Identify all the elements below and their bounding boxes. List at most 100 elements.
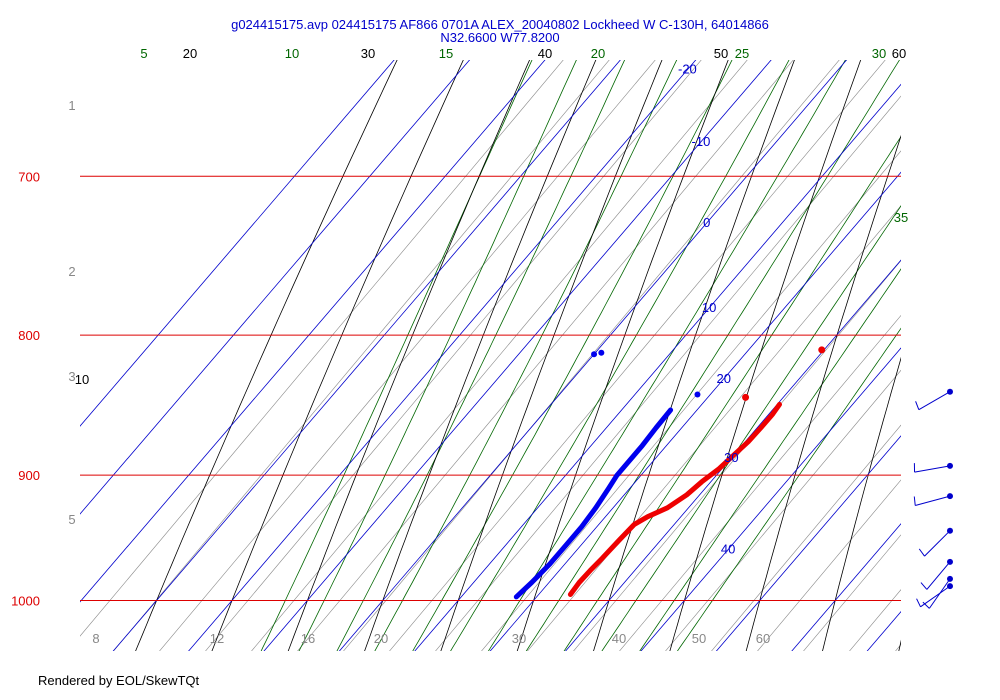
dry-adiabat-line	[974, 0, 1000, 658]
isobar-label: 700	[18, 169, 40, 184]
wind-barb-staff	[918, 391, 951, 411]
dry-adiabats	[135, 0, 1000, 658]
moist-adiabat-label: 30	[872, 46, 886, 61]
isotherm-line	[489, 171, 901, 651]
temperature-trace	[567, 401, 782, 597]
mixing-ratio-line	[934, 40, 1000, 660]
moist-adiabat-label: 10	[285, 46, 299, 61]
mixing-ratio-label: 30	[512, 631, 526, 646]
wind-barb-staff	[914, 465, 951, 473]
isotherm-line	[640, 347, 901, 651]
mixing-ratio-line	[711, 424, 901, 651]
moist-adiabat-line	[639, 268, 901, 651]
moist-adiabat-label: 5	[140, 46, 147, 61]
mixing-ratio-line	[251, 60, 748, 651]
mixing-ratio-line	[159, 60, 656, 651]
wind-barbs	[913, 388, 953, 609]
isobar-label: 800	[18, 328, 40, 343]
dry-adiabat-label: 30	[361, 46, 375, 61]
moist-adiabat-line	[488, 60, 846, 651]
isotherm-line	[866, 611, 901, 651]
wind-barb-staff	[924, 530, 951, 557]
mixing-ratio-line	[573, 260, 901, 651]
isobar-label: 1000	[11, 594, 40, 609]
dry-adiabat-label: 50	[714, 46, 728, 61]
dry-adiabat-label: 40	[538, 46, 552, 61]
left-scale-label: 3	[68, 369, 75, 384]
mixing-ratio-line	[389, 60, 886, 651]
left-scale-label: 1	[68, 98, 75, 113]
isotherm-line	[80, 60, 546, 603]
wind-barb-flag	[913, 496, 916, 506]
chart-title-line-2: N32.6600 W77.8200	[440, 30, 560, 45]
isotherm-line	[112, 60, 621, 651]
isotherm-line	[565, 259, 901, 651]
mixing-ratio-line	[113, 60, 610, 651]
wind-barb-flag	[922, 601, 930, 609]
mixing-ratio-label: 16	[301, 631, 315, 646]
mixing-ratio-line	[757, 479, 901, 651]
isotherm-line	[80, 60, 395, 427]
mixing-ratio-line	[343, 60, 840, 651]
dewpoint-point	[598, 349, 605, 356]
mixing-ratio-lines	[80, 40, 1000, 660]
mixing-ratio-line	[619, 314, 901, 651]
dry-adiabat-label: 20	[183, 46, 197, 61]
mixing-ratio-label: 50	[692, 631, 706, 646]
isotherm-line	[414, 83, 901, 651]
mixing-ratio-line	[435, 95, 901, 651]
moist-adiabat-line	[601, 205, 901, 651]
wind-barb-flag	[915, 401, 920, 410]
moist-adiabat-line	[260, 60, 533, 651]
isotherm-line	[791, 523, 901, 651]
left-scale-label: 2	[68, 264, 75, 279]
isotherm-label: -20	[678, 62, 697, 77]
dry-adiabat-line	[287, 60, 530, 651]
isobar-label: 600	[18, 0, 40, 1]
moist-adiabat-label: 25	[735, 46, 749, 61]
isotherm-line	[80, 60, 471, 515]
moist-adiabat-label: 15	[439, 46, 453, 61]
moist-adiabats	[260, 60, 901, 651]
moist-adiabat-line	[336, 60, 626, 651]
isotherm-label: 40	[721, 541, 735, 556]
moist-adiabat-line	[676, 327, 901, 651]
dewpoint-trace	[513, 407, 674, 600]
moist-adiabat-line	[450, 60, 790, 651]
mixing-ratio-line	[895, 644, 901, 651]
dry-adiabat-label: 60	[892, 46, 906, 61]
isotherm-label: 30	[724, 450, 738, 465]
wind-barb-staff	[926, 561, 951, 590]
isotherm-line	[263, 60, 772, 651]
mixing-ratio-line	[297, 60, 794, 651]
moist-adiabat-label: 35	[894, 210, 908, 225]
moist-adiabat-line	[374, 60, 678, 651]
isotherms	[80, 60, 901, 651]
mixing-ratio-label: 20	[374, 631, 388, 646]
isotherm-label: 20	[716, 371, 730, 386]
mixing-ratio-line	[849, 589, 901, 651]
dry-adiabat-line	[669, 60, 862, 651]
sounding-traces	[513, 346, 826, 600]
wind-barb-staff	[915, 495, 951, 506]
wind-barb-staff	[920, 585, 951, 608]
moist-adiabat-line	[298, 60, 577, 651]
isobar-label: 900	[18, 468, 40, 483]
isotherm-line	[715, 435, 901, 651]
renderer-credit: Rendered by EOL/SkewTQt	[38, 673, 200, 688]
mixing-ratio-line	[980, 40, 1000, 660]
wind-barb-flag	[918, 548, 925, 557]
isobars	[80, 175, 901, 601]
chart-title: g024415175.avp 024415175 AF866 0701A ALE…	[80, 18, 920, 44]
dry-adiabat-line	[211, 60, 464, 651]
mixing-ratio-label: 60	[756, 631, 770, 646]
mixing-ratio-line	[665, 369, 901, 651]
dry-adiabat-line	[822, 356, 901, 651]
dry-adiabat-label: 10	[75, 372, 89, 387]
dry-adiabat-line	[516, 60, 729, 651]
chart-title-line-1: g024415175.avp 024415175 AF866 0701A ALE…	[231, 17, 769, 32]
dry-adiabat-line	[135, 60, 398, 651]
dry-adiabat-line	[364, 60, 597, 651]
moist-adiabat-label: 20	[591, 46, 605, 61]
dry-adiabat-line	[745, 134, 901, 651]
